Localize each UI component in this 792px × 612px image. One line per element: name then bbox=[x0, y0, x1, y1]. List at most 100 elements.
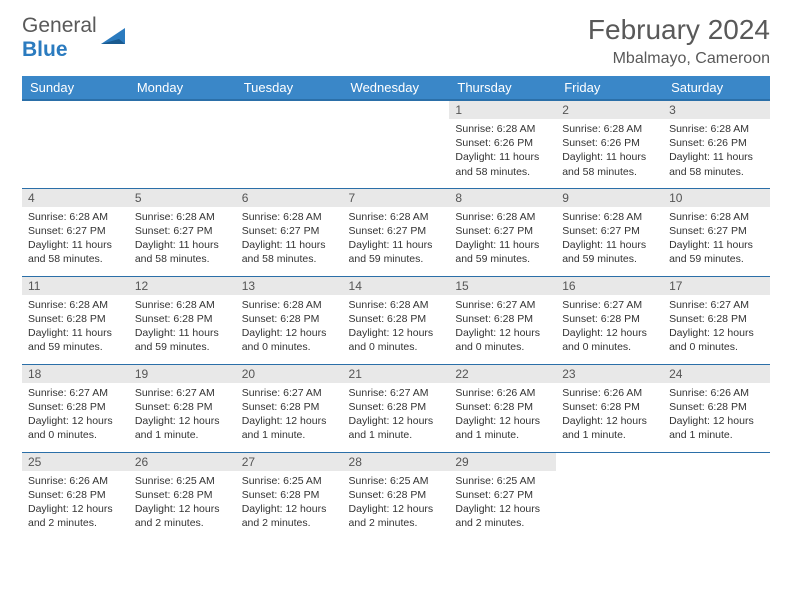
sunrise-text: Sunrise: 6:25 AM bbox=[242, 474, 337, 488]
day-details: Sunrise: 6:26 AMSunset: 6:28 PMDaylight:… bbox=[663, 383, 770, 447]
sunrise-text: Sunrise: 6:28 AM bbox=[135, 298, 230, 312]
calendar-cell: 22Sunrise: 6:26 AMSunset: 6:28 PMDayligh… bbox=[449, 364, 556, 452]
sunset-text: Sunset: 6:27 PM bbox=[28, 224, 123, 238]
day-details: Sunrise: 6:27 AMSunset: 6:28 PMDaylight:… bbox=[22, 383, 129, 447]
header: General Blue February 2024 Mbalmayo, Cam… bbox=[22, 14, 770, 68]
daylight-text: Daylight: 12 hours and 0 minutes. bbox=[455, 326, 550, 354]
sunset-text: Sunset: 6:28 PM bbox=[28, 400, 123, 414]
calendar-cell: 8Sunrise: 6:28 AMSunset: 6:27 PMDaylight… bbox=[449, 188, 556, 276]
sunset-text: Sunset: 6:28 PM bbox=[242, 488, 337, 502]
location: Mbalmayo, Cameroon bbox=[588, 50, 770, 68]
calendar-cell: 3Sunrise: 6:28 AMSunset: 6:26 PMDaylight… bbox=[663, 100, 770, 188]
sunrise-text: Sunrise: 6:27 AM bbox=[562, 298, 657, 312]
day-number: 17 bbox=[663, 277, 770, 295]
calendar-cell: 19Sunrise: 6:27 AMSunset: 6:28 PMDayligh… bbox=[129, 364, 236, 452]
calendar-cell: 29Sunrise: 6:25 AMSunset: 6:27 PMDayligh… bbox=[449, 452, 556, 540]
sunrise-text: Sunrise: 6:28 AM bbox=[669, 210, 764, 224]
sunset-text: Sunset: 6:27 PM bbox=[562, 224, 657, 238]
day-details: Sunrise: 6:28 AMSunset: 6:27 PMDaylight:… bbox=[22, 207, 129, 271]
day-number: 21 bbox=[343, 365, 450, 383]
sunrise-text: Sunrise: 6:28 AM bbox=[135, 210, 230, 224]
sunrise-text: Sunrise: 6:28 AM bbox=[349, 210, 444, 224]
day-number: 10 bbox=[663, 189, 770, 207]
sunset-text: Sunset: 6:28 PM bbox=[455, 312, 550, 326]
day-number: 2 bbox=[556, 101, 663, 119]
logo-word1: General bbox=[22, 14, 97, 37]
daylight-text: Daylight: 11 hours and 59 minutes. bbox=[135, 326, 230, 354]
day-header: Sunday bbox=[22, 76, 129, 100]
sunset-text: Sunset: 6:28 PM bbox=[562, 400, 657, 414]
sunset-text: Sunset: 6:27 PM bbox=[455, 224, 550, 238]
day-details: Sunrise: 6:27 AMSunset: 6:28 PMDaylight:… bbox=[129, 383, 236, 447]
day-number: 19 bbox=[129, 365, 236, 383]
day-details: Sunrise: 6:28 AMSunset: 6:27 PMDaylight:… bbox=[663, 207, 770, 271]
calendar-cell: 18Sunrise: 6:27 AMSunset: 6:28 PMDayligh… bbox=[22, 364, 129, 452]
sunset-text: Sunset: 6:28 PM bbox=[135, 400, 230, 414]
sunrise-text: Sunrise: 6:28 AM bbox=[455, 122, 550, 136]
sunrise-text: Sunrise: 6:25 AM bbox=[349, 474, 444, 488]
sunrise-text: Sunrise: 6:28 AM bbox=[28, 298, 123, 312]
calendar-cell bbox=[343, 100, 450, 188]
day-details: Sunrise: 6:25 AMSunset: 6:28 PMDaylight:… bbox=[343, 471, 450, 535]
sunset-text: Sunset: 6:28 PM bbox=[349, 488, 444, 502]
sunrise-text: Sunrise: 6:28 AM bbox=[562, 210, 657, 224]
sunrise-text: Sunrise: 6:27 AM bbox=[242, 386, 337, 400]
day-number: 20 bbox=[236, 365, 343, 383]
day-header: Wednesday bbox=[343, 76, 450, 100]
day-header: Friday bbox=[556, 76, 663, 100]
calendar-week: 18Sunrise: 6:27 AMSunset: 6:28 PMDayligh… bbox=[22, 364, 770, 452]
day-details: Sunrise: 6:27 AMSunset: 6:28 PMDaylight:… bbox=[663, 295, 770, 359]
daylight-text: Daylight: 11 hours and 58 minutes. bbox=[28, 238, 123, 266]
calendar-cell: 15Sunrise: 6:27 AMSunset: 6:28 PMDayligh… bbox=[449, 276, 556, 364]
day-details: Sunrise: 6:28 AMSunset: 6:28 PMDaylight:… bbox=[129, 295, 236, 359]
sunrise-text: Sunrise: 6:27 AM bbox=[135, 386, 230, 400]
calendar-cell: 9Sunrise: 6:28 AMSunset: 6:27 PMDaylight… bbox=[556, 188, 663, 276]
calendar-cell: 16Sunrise: 6:27 AMSunset: 6:28 PMDayligh… bbox=[556, 276, 663, 364]
day-number: 13 bbox=[236, 277, 343, 295]
sunrise-text: Sunrise: 6:26 AM bbox=[669, 386, 764, 400]
sunset-text: Sunset: 6:26 PM bbox=[669, 136, 764, 150]
day-details: Sunrise: 6:28 AMSunset: 6:27 PMDaylight:… bbox=[236, 207, 343, 271]
sunset-text: Sunset: 6:28 PM bbox=[135, 312, 230, 326]
daylight-text: Daylight: 12 hours and 1 minute. bbox=[242, 414, 337, 442]
calendar-cell: 13Sunrise: 6:28 AMSunset: 6:28 PMDayligh… bbox=[236, 276, 343, 364]
day-number: 7 bbox=[343, 189, 450, 207]
calendar-cell: 20Sunrise: 6:27 AMSunset: 6:28 PMDayligh… bbox=[236, 364, 343, 452]
sunset-text: Sunset: 6:28 PM bbox=[455, 400, 550, 414]
day-header: Monday bbox=[129, 76, 236, 100]
sunrise-text: Sunrise: 6:28 AM bbox=[349, 298, 444, 312]
sunset-text: Sunset: 6:27 PM bbox=[242, 224, 337, 238]
day-details: Sunrise: 6:26 AMSunset: 6:28 PMDaylight:… bbox=[449, 383, 556, 447]
daylight-text: Daylight: 12 hours and 0 minutes. bbox=[669, 326, 764, 354]
calendar-week: 25Sunrise: 6:26 AMSunset: 6:28 PMDayligh… bbox=[22, 452, 770, 540]
daylight-text: Daylight: 12 hours and 1 minute. bbox=[349, 414, 444, 442]
day-details: Sunrise: 6:27 AMSunset: 6:28 PMDaylight:… bbox=[449, 295, 556, 359]
sunset-text: Sunset: 6:28 PM bbox=[28, 488, 123, 502]
calendar-week: 11Sunrise: 6:28 AMSunset: 6:28 PMDayligh… bbox=[22, 276, 770, 364]
day-number: 4 bbox=[22, 189, 129, 207]
daylight-text: Daylight: 12 hours and 0 minutes. bbox=[349, 326, 444, 354]
sunset-text: Sunset: 6:27 PM bbox=[349, 224, 444, 238]
sunset-text: Sunset: 6:28 PM bbox=[562, 312, 657, 326]
day-number: 25 bbox=[22, 453, 129, 471]
calendar-cell: 4Sunrise: 6:28 AMSunset: 6:27 PMDaylight… bbox=[22, 188, 129, 276]
title-block: February 2024 Mbalmayo, Cameroon bbox=[588, 14, 770, 68]
day-details: Sunrise: 6:27 AMSunset: 6:28 PMDaylight:… bbox=[556, 295, 663, 359]
calendar-cell: 11Sunrise: 6:28 AMSunset: 6:28 PMDayligh… bbox=[22, 276, 129, 364]
daylight-text: Daylight: 12 hours and 2 minutes. bbox=[242, 502, 337, 530]
month-title: February 2024 bbox=[588, 14, 770, 46]
calendar-cell bbox=[236, 100, 343, 188]
daylight-text: Daylight: 11 hours and 59 minutes. bbox=[349, 238, 444, 266]
sunrise-text: Sunrise: 6:28 AM bbox=[562, 122, 657, 136]
day-number: 6 bbox=[236, 189, 343, 207]
daylight-text: Daylight: 12 hours and 0 minutes. bbox=[242, 326, 337, 354]
sunset-text: Sunset: 6:26 PM bbox=[562, 136, 657, 150]
sunset-text: Sunset: 6:28 PM bbox=[349, 400, 444, 414]
day-number: 9 bbox=[556, 189, 663, 207]
calendar-cell: 10Sunrise: 6:28 AMSunset: 6:27 PMDayligh… bbox=[663, 188, 770, 276]
calendar-cell: 6Sunrise: 6:28 AMSunset: 6:27 PMDaylight… bbox=[236, 188, 343, 276]
day-number: 3 bbox=[663, 101, 770, 119]
logo-text: General Blue bbox=[22, 14, 97, 62]
day-details: Sunrise: 6:26 AMSunset: 6:28 PMDaylight:… bbox=[556, 383, 663, 447]
daylight-text: Daylight: 12 hours and 2 minutes. bbox=[135, 502, 230, 530]
